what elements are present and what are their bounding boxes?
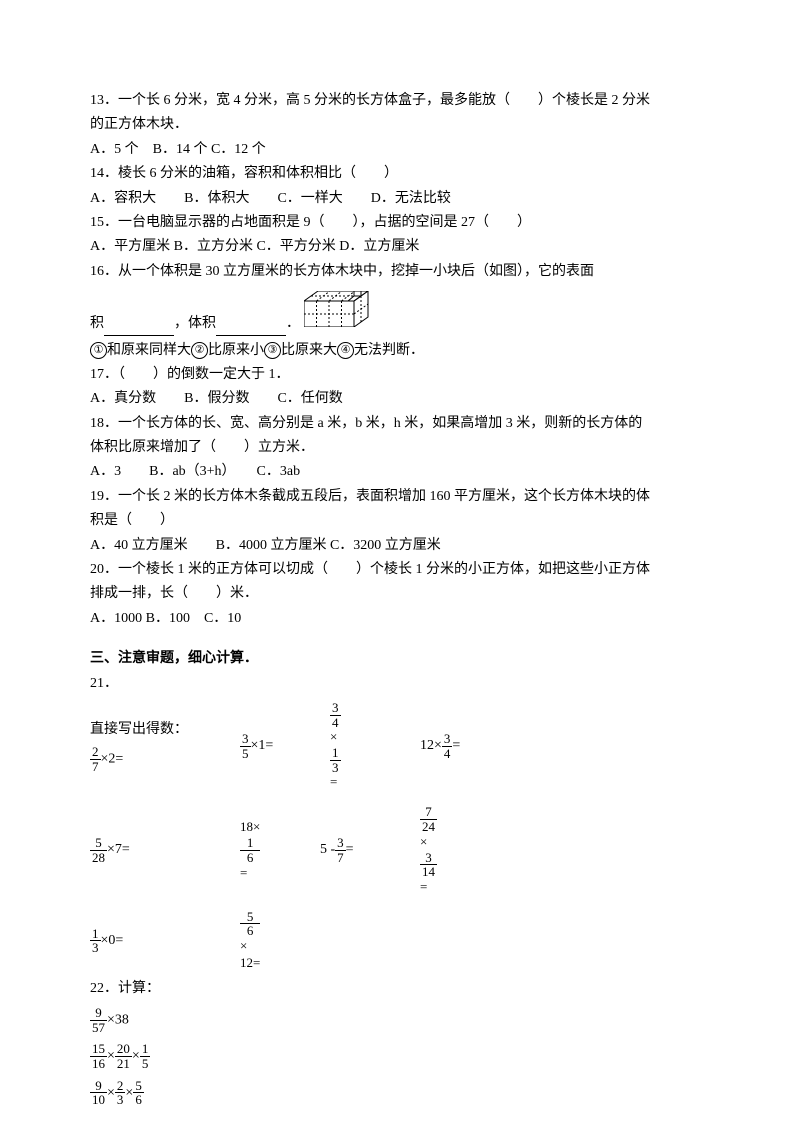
r2c4: 724× 314= — [420, 805, 510, 895]
q19-opts: A．40 立方厘米 B．4000 立方厘米 C．3200 立方厘米 — [90, 535, 703, 557]
r1c4-pre: 12× — [420, 735, 442, 757]
q14-opts: A．容积大 B．体积大 C．一样大 D．无法比较 — [90, 188, 703, 210]
q22-l1-suf: ×38 — [107, 1012, 129, 1027]
r2c2: 18× 16= — [240, 819, 320, 881]
r3c2: 56× 12= — [240, 910, 320, 972]
r2c1: 528×7= — [90, 833, 240, 869]
r2c4-top-frac: 724 — [420, 805, 437, 833]
q21-label: 直接写出得数： — [90, 719, 188, 741]
q16-blank-vol[interactable] — [216, 321, 286, 336]
q13-line1: 13．一个长 6 分米，宽 4 分米，高 5 分米的长方体盒子，最多能放（ ）个… — [90, 90, 703, 112]
r1c0: 直接写出得数： 27×2= — [90, 719, 240, 774]
opt3-icon: ③ — [264, 342, 281, 359]
r2c4-top-suf: × — [420, 834, 437, 851]
r2c4-bot-frac: 314 — [420, 851, 437, 879]
r1c3-top-suf: × — [330, 729, 341, 746]
r1c2-suf: ×1= — [251, 735, 274, 757]
r1c1-suf: ×2= — [101, 752, 124, 767]
r2c3-frac: 37 — [335, 836, 346, 864]
opt2-icon: ② — [191, 342, 208, 359]
q22-num: 22．计算： — [90, 978, 703, 1000]
q16-text1: 16．从一个体积是 30 立方厘米的长方体木块中，挖掉一小块后（如图），它的表面 — [90, 261, 703, 283]
r3c1-suf: ×0= — [101, 930, 124, 952]
r3c1-frac: 13 — [90, 927, 101, 955]
q15-text: 15．一台电脑显示器的占地面积是 9（ ），占据的空间是 27（ ） — [90, 212, 703, 234]
q22-l3b: 23 — [115, 1079, 126, 1107]
q16-blank-area[interactable] — [104, 321, 174, 336]
opt2-text: 比原来小 — [208, 343, 264, 358]
q17-opts: A．真分数 B．假分数 C．任何数 — [90, 388, 703, 410]
q21-row3: 13×0= 56× 12= — [90, 910, 703, 972]
r1c4-frac: 34 — [442, 732, 453, 760]
r2c3-suf: = — [346, 839, 354, 861]
r1c1-frac: 27 — [90, 745, 101, 773]
q18-text2: 体积比原来增加了（ ）立方米． — [90, 437, 703, 459]
r1c4: 12×34= — [420, 728, 520, 764]
opt4-icon: ④ — [337, 342, 354, 359]
q20-text1: 20．一个棱长 1 米的正方体可以切成（ ）个棱长 1 分米的小正方体，如把这些… — [90, 559, 703, 581]
q22-l1-frac: 957 — [90, 1006, 107, 1034]
opt4-text: 无法判断． — [354, 343, 424, 358]
q16-opts: ①和原来同样大②比原来小③比原来大④无法判断． — [90, 340, 703, 362]
q22-l2a: 1516 — [90, 1042, 107, 1070]
r2c1-suf: ×7= — [107, 839, 130, 861]
r2c2-bot-suf: = — [240, 865, 260, 882]
q16-area-label: 积 — [90, 313, 104, 335]
r3c2-top-suf: × — [240, 938, 260, 955]
q13-line2: 的正方体木块． — [90, 114, 703, 136]
cuboid-icon — [304, 291, 370, 335]
q21-row1: 直接写出得数： 27×2= 35×1= 34× 13= 12×34= — [90, 701, 703, 791]
q22-l2b: 2021 — [115, 1042, 132, 1070]
opt1-text: 和原来同样大 — [107, 343, 191, 358]
q16-mid-label: ，体积 — [174, 313, 216, 335]
section3-title: 三、注意审题，细心计算． — [90, 648, 703, 670]
opt3-text: 比原来大 — [281, 343, 337, 358]
r2c3: 5 - 37= — [320, 833, 420, 869]
r1c3-bot-suf: = — [330, 774, 341, 791]
q18-opts: A．3 B．ab（3+h） C．3ab — [90, 461, 703, 483]
q16-fill: 积 ，体积 ． — [90, 291, 703, 335]
q20-text2: 排成一排，长（ ）米． — [90, 583, 703, 605]
q17-text: 17．（ ）的倒数一定大于 1． — [90, 364, 703, 386]
q14-text: 14．棱长 6 分米的油箱，容积和体积相比（ ） — [90, 163, 703, 185]
r2c2-top: 18× — [240, 819, 260, 836]
q19-text1: 19．一个长 2 米的长方体木条截成五段后，表面积增加 160 平方厘米，这个长… — [90, 486, 703, 508]
r3c2-top-frac: 56 — [240, 910, 260, 938]
q21-num: 21． — [90, 673, 703, 695]
q13-opts: A．5 个 B．14 个 C．12 个 — [90, 139, 703, 161]
opt1-icon: ① — [90, 342, 107, 359]
q22-l3a: 910 — [90, 1079, 107, 1107]
r2c1-frac: 528 — [90, 836, 107, 864]
q20-opts: A．1000 B．100 C．10 — [90, 608, 703, 630]
r1c2: 35×1= — [240, 728, 330, 764]
q22-l1: 957×38 — [90, 1006, 703, 1034]
r1c3: 34× 13= — [330, 701, 420, 791]
r2c4-bot-suf: = — [420, 879, 437, 896]
q21-row2: 528×7= 18× 16= 5 - 37= 724× 314= — [90, 805, 703, 895]
q21-grid: 直接写出得数： 27×2= 35×1= 34× 13= 12×34= 528×7… — [90, 701, 703, 972]
q18-text1: 18．一个长方体的长、宽、高分别是 a 米，b 米，h 米，如果高增加 3 米，… — [90, 413, 703, 435]
r1c2-frac: 35 — [240, 732, 251, 760]
r3c1: 13×0= — [90, 923, 240, 959]
q16-end-label: ． — [286, 313, 300, 335]
q22-l3c: 56 — [133, 1079, 144, 1107]
r1c3-top-frac: 34 — [330, 701, 341, 729]
r1c4-suf: = — [452, 735, 460, 757]
q22-l3: 910×23×56 — [90, 1079, 703, 1107]
r2c3-pre: 5 - — [320, 839, 335, 861]
q22-l2: 1516×2021×15 — [90, 1042, 703, 1070]
r3c2-bot: 12= — [240, 955, 260, 972]
q15-opts: A．平方厘米 B．立方分米 C．平方分米 D．立方厘米 — [90, 236, 703, 258]
r2c2-bot-frac: 16 — [240, 836, 260, 864]
q19-text2: 积是（ ） — [90, 510, 703, 532]
r1c3-bot-frac: 13 — [330, 746, 341, 774]
q22-l2c: 15 — [140, 1042, 151, 1070]
